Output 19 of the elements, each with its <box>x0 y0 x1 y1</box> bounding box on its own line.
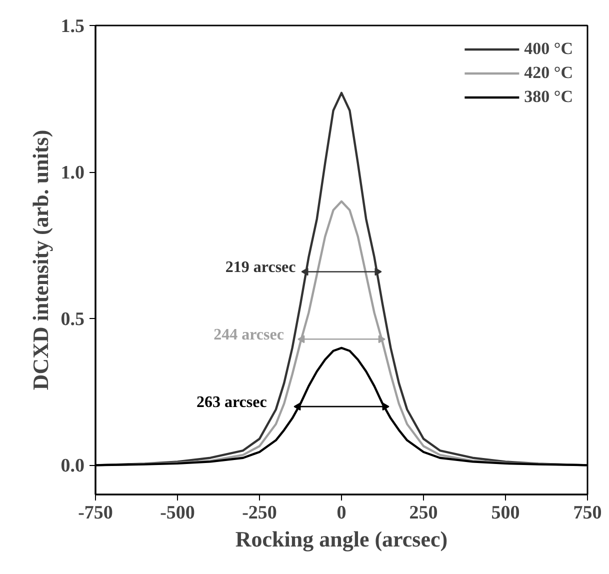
y-axis-title: DCXD intensity (arb. units) <box>28 130 53 390</box>
annotation: 263 arcsec <box>196 394 267 412</box>
x-axis-title: Rocking angle (arcsec) <box>235 526 448 552</box>
legend-label: 420 °C <box>524 63 573 83</box>
x-tick-label: 750 <box>573 502 602 524</box>
x-tick-label: 500 <box>491 502 520 524</box>
y-tick-label: 0.5 <box>60 309 84 330</box>
annotation: 219 arcsec <box>225 259 296 276</box>
legend-label: 400 °C <box>524 39 573 59</box>
x-tick-label: -500 <box>160 502 195 524</box>
legend-label: 380 °C <box>524 87 573 107</box>
y-tick-label: 1.5 <box>60 16 84 37</box>
x-tick-label: 250 <box>409 502 438 524</box>
y-tick-label: 0.0 <box>60 456 84 477</box>
x-tick-label: -750 <box>78 502 113 524</box>
annotation: 244 arcsec <box>214 326 284 344</box>
x-tick-label: -250 <box>242 502 277 524</box>
x-tick-label: 0 <box>336 502 346 524</box>
y-tick-label: 1.0 <box>60 162 84 184</box>
